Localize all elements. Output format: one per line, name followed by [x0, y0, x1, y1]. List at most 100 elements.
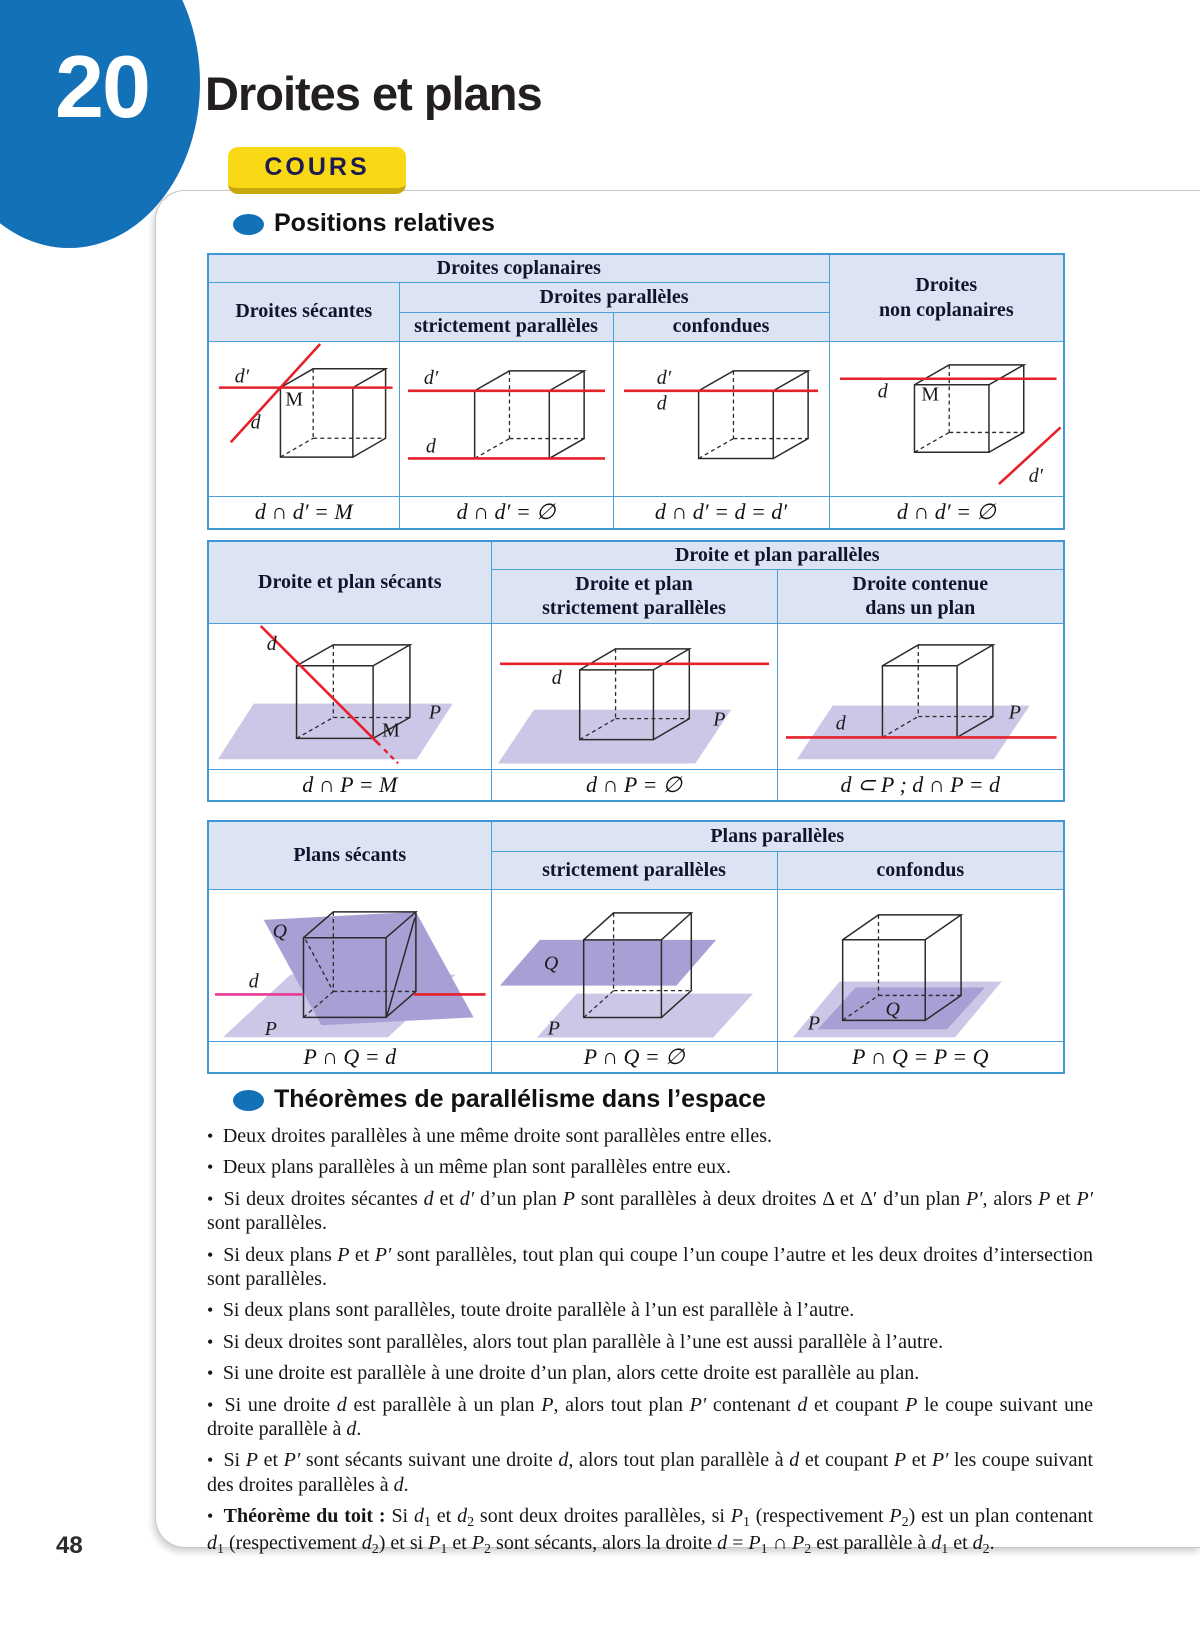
bullet-marker: • [207, 1363, 218, 1384]
bullet-marker: • [207, 1506, 219, 1527]
formula-cell: d ∩ d′ = M [207, 495, 400, 530]
formula-cell: P ∩ Q = P = Q [776, 1040, 1065, 1074]
section-bullet-icon [233, 214, 264, 235]
diagram-cell: d′ d M [207, 340, 400, 497]
svg-text:M: M [921, 384, 939, 406]
page-number: 48 [56, 1532, 83, 1559]
diagram-cell: Q P [776, 888, 1065, 1042]
formula-cell: d ∩ d′ = ∅ [398, 495, 614, 530]
header-plans-strictement: strictement parallèles [490, 850, 778, 890]
svg-text:d′: d′ [1028, 465, 1043, 487]
plane-P [497, 709, 731, 764]
diagram-cell: Q P [490, 888, 778, 1042]
svg-text:P: P [546, 1018, 559, 1040]
diagram-cell: d M P [207, 622, 492, 770]
cube [913, 364, 1027, 454]
svg-text:Q: Q [885, 999, 899, 1021]
diagram-droites-secantes: d′ d M [218, 343, 393, 458]
table-droite-plan: Droite et plan sécants Droite et plan pa… [207, 540, 1066, 802]
theorem-item: • Si deux plans sont parallèles, toute d… [207, 1299, 855, 1322]
header-confondues: confondues [612, 311, 830, 342]
theorem-item: • Si une droite d est parallèle à un pla… [207, 1393, 1093, 1440]
svg-text:P: P [712, 709, 725, 731]
bullet-marker: • [207, 1300, 218, 1321]
plane-cut-edge [386, 918, 416, 1016]
header-droites-secantes: Droites sécantes [207, 281, 400, 342]
bullet-marker: • [207, 1126, 218, 1146]
header-plans-confondus: confondus [776, 850, 1065, 890]
header-plans-secants: Plans sécants [207, 820, 492, 890]
line-d [229, 343, 322, 444]
plane-Q [263, 912, 474, 1026]
theorems-list: • Deux droites parallèles à une même dro… [207, 1124, 1093, 1565]
plane-Q [817, 987, 985, 1030]
formula-cell: d ∩ P = ∅ [490, 768, 778, 802]
svg-text:d: d [551, 667, 561, 689]
table-droites: Droites coplanaires Droites non coplanai… [207, 253, 1066, 530]
diagram-cell: d′ d [398, 340, 614, 497]
line-d [259, 625, 382, 747]
theorem-item: • Si deux droites sont parallèles, alors… [207, 1330, 944, 1353]
header-droites-non-coplanaires: Droites non coplanaires [828, 253, 1065, 342]
section-bullet-icon [233, 1090, 264, 1111]
plane-Q [499, 940, 716, 986]
bullet-marker: • [207, 1157, 218, 1178]
diagram-plans-secants: Q d P [214, 911, 486, 1040]
svg-text:d′: d′ [423, 367, 438, 389]
theorem-item: • Deux plans parallèles à un même plan s… [207, 1156, 731, 1179]
chapter-number: 20 [55, 37, 151, 136]
table-plans: Plans sécants Plans parallèles stricteme… [207, 820, 1066, 1074]
svg-text:d: d [656, 393, 666, 415]
section-title-theoremes: Théorèmes de parallélisme dans l’espace [274, 1085, 766, 1113]
formula-cell: d ∩ d′ = ∅ [828, 495, 1065, 530]
svg-text:M: M [382, 720, 400, 742]
svg-text:Q: Q [543, 953, 557, 975]
svg-text:d′: d′ [235, 366, 250, 388]
svg-text:d: d [251, 411, 261, 433]
svg-text:d′: d′ [656, 367, 671, 389]
page-title: Droites et plans [205, 67, 543, 120]
cube [582, 912, 693, 1019]
svg-text:M: M [285, 389, 303, 411]
theorem-item: • Deux droites parallèles à une même dro… [207, 1125, 773, 1147]
theorem-item: • Si P et P′ sont sécants suivant une dr… [207, 1449, 1094, 1496]
svg-text:P: P [264, 1019, 277, 1040]
bullet-marker: • [207, 1188, 219, 1209]
cube [473, 369, 587, 460]
diagram-cell: d P [490, 622, 778, 770]
svg-text:d: d [835, 713, 845, 735]
theorem-item: • Si une droite est parallèle à une droi… [207, 1362, 920, 1385]
header-droite-plan-strictement: Droite et plan strictement parallèles [490, 568, 778, 624]
header-plans-paralleles: Plans parallèles [490, 820, 1065, 852]
diagram-cell: d P [776, 622, 1065, 770]
svg-text:Q: Q [273, 921, 287, 943]
cube [302, 911, 418, 1019]
theorem-item: • Si deux plans P et P′ sont parallèles,… [207, 1243, 1093, 1290]
header-droite-contenue: Droite contenue dans un plan [776, 568, 1065, 624]
svg-text:P: P [1007, 702, 1020, 724]
cube [279, 368, 389, 458]
svg-text:d: d [249, 971, 259, 993]
cube [697, 369, 811, 460]
cours-badge-label: COURS [264, 153, 370, 181]
diagram-cell: d′ d [612, 340, 830, 497]
diagram-droite-contenue: d P [785, 644, 1057, 760]
diagram-droite-plan-strictement: d P [497, 648, 769, 764]
plane-P [217, 703, 453, 760]
diagram-non-coplanaires: d M d′ [839, 364, 1061, 487]
plane-P [536, 993, 753, 1038]
svg-text:d: d [425, 435, 435, 457]
bullet-marker: • [207, 1450, 219, 1471]
bullet-marker: • [207, 1331, 218, 1352]
header-droites-paralleles: Droites parallèles [398, 281, 830, 313]
header-strictement-paralleles: strictement parallèles [398, 311, 614, 342]
cours-badge: COURS [228, 147, 406, 194]
header-droite-plan-paralleles: Droite et plan parallèles [490, 540, 1065, 570]
formula-cell: d ⊂ P ; d ∩ P = d [776, 768, 1065, 802]
diagram-plans-strictement: Q P [499, 912, 753, 1040]
header-droite-plan-secants: Droite et plan sécants [207, 540, 492, 624]
diagram-cell: Q d P [207, 888, 492, 1042]
formula-cell: P ∩ Q = ∅ [490, 1040, 778, 1074]
formula-cell: P ∩ Q = d [207, 1040, 492, 1074]
header-droites-coplanaires: Droites coplanaires [207, 253, 830, 283]
